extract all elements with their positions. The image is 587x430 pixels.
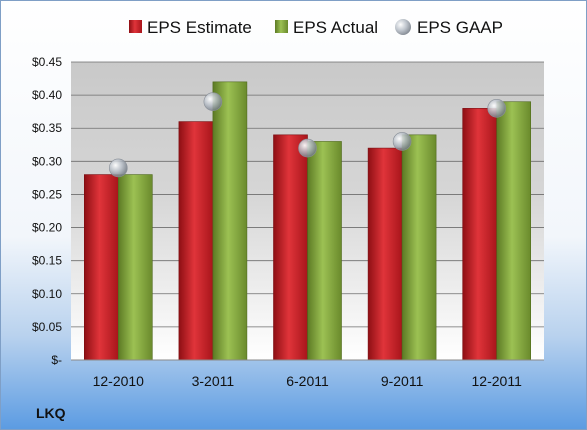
legend-label-eps-actual: EPS Actual <box>293 18 378 37</box>
y-tick-label: $0.10 <box>32 287 62 301</box>
y-tick-label: $0.05 <box>32 320 62 334</box>
y-tick-label: $0.45 <box>32 55 62 69</box>
y-tick-label: $0.25 <box>32 187 62 201</box>
legend: EPS Estimate EPS Actual EPS GAAP <box>129 18 503 37</box>
y-tick-label: $0.15 <box>32 254 62 268</box>
bar-eps-estimate <box>462 108 498 361</box>
bars <box>84 81 532 361</box>
y-tick-label: $0.40 <box>32 88 62 102</box>
bar-eps-actual <box>496 101 532 361</box>
legend-swatch-eps-estimate <box>129 20 142 33</box>
x-category-label: 12-2011 <box>472 373 523 389</box>
bar-eps-estimate <box>84 174 119 361</box>
x-category-label: 9-2011 <box>381 373 424 389</box>
y-tick-label: $0.35 <box>32 121 62 135</box>
bar-eps-estimate <box>273 134 308 361</box>
bar-eps-actual <box>401 134 437 361</box>
gaap-markers <box>109 92 507 178</box>
y-tick-label: $0.30 <box>32 154 62 168</box>
x-axis-categories: 12-2010 3-2011 6-2011 9-2011 12-2011 <box>93 373 522 389</box>
legend-marker-eps-gaap <box>395 19 411 35</box>
marker-eps-gaap <box>392 132 412 151</box>
y-tick-label: $0.20 <box>32 221 62 235</box>
bar-eps-actual <box>212 81 248 361</box>
marker-eps-gaap <box>109 158 128 178</box>
y-tick-label: $- <box>51 353 62 367</box>
marker-eps-gaap <box>487 99 507 118</box>
x-category-label: 6-2011 <box>286 373 329 389</box>
marker-eps-gaap <box>298 138 317 158</box>
bar-eps-estimate <box>178 121 214 361</box>
bar-eps-actual <box>118 174 153 361</box>
y-axis-ticks: $- $0.05 $0.10 $0.15 $0.20 $0.25 $0.30 $0.35 $0.… <box>32 55 62 367</box>
legend-label-eps-estimate: EPS Estimate <box>147 18 252 37</box>
x-category-label: 3-2011 <box>192 373 235 389</box>
legend-label-eps-gaap: EPS GAAP <box>417 18 503 37</box>
x-category-label: 12-2010 <box>93 373 145 389</box>
bar-eps-actual <box>307 141 342 361</box>
legend-swatch-eps-actual <box>275 20 288 33</box>
bar-eps-estimate <box>367 147 403 361</box>
marker-eps-gaap <box>203 92 223 112</box>
ticker-label: LKQ <box>36 405 66 421</box>
